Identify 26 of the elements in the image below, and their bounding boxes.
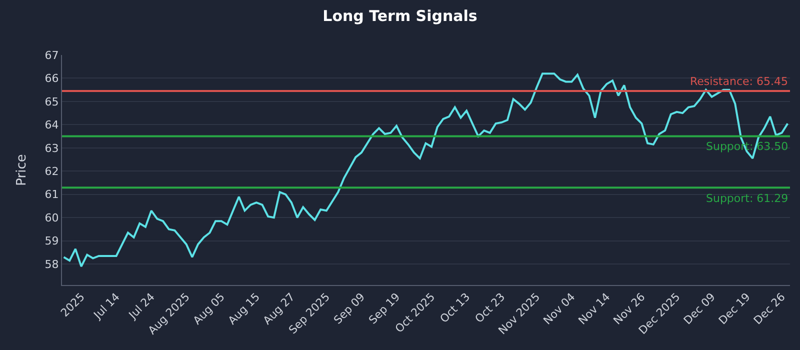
y-tick-label: 62	[44, 165, 59, 178]
ref-line-label: Resistance: 65.45	[690, 75, 788, 88]
y-axis-title: Price	[14, 154, 30, 186]
x-tick-label: Oct 13	[438, 290, 473, 326]
chart-title: Long Term Signals	[322, 7, 478, 25]
y-tick-label: 58	[44, 258, 59, 271]
line-series	[62, 72, 789, 268]
x-tick-label: Nov 04	[540, 290, 578, 328]
y-tick-label: 61	[44, 188, 59, 202]
x-tick-label: Aug 15	[226, 290, 262, 328]
x-tick-label: Jul 14	[90, 290, 122, 322]
x-tick-label: Dec 19	[716, 290, 753, 328]
y-tick-label: 66	[44, 72, 59, 86]
y-tick-label: 60	[44, 211, 59, 224]
x-tick-label: Dec 09	[681, 290, 718, 328]
x-tick-label: Sep 09	[331, 290, 368, 327]
x-tick-label: Jul 24	[126, 290, 158, 322]
y-tick-label: 59	[44, 234, 59, 248]
y-tick-label: 67	[44, 48, 59, 62]
y-tick-label: 64	[44, 118, 59, 132]
x-tick-label: Aug 05	[190, 290, 228, 328]
y-tick-label: 65	[44, 95, 59, 108]
y-tick-label: 63	[44, 142, 59, 155]
ref-line-label: Support: 61.29	[706, 192, 788, 205]
x-tick-label: Nov 14	[576, 290, 613, 328]
x-tick-label: Dec 26	[751, 290, 788, 328]
